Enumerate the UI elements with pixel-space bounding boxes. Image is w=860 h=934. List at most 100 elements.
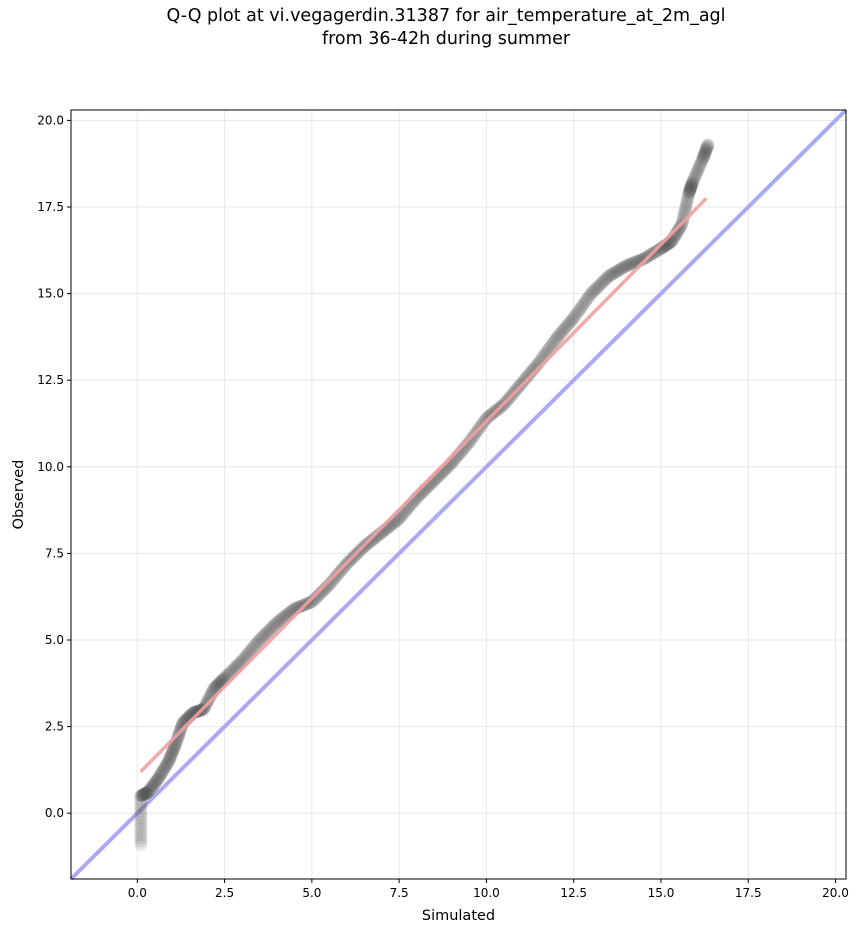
title-line-2: from 36-42h during summer (321, 29, 571, 49)
quantile-point (141, 785, 155, 799)
quantile-point (315, 585, 329, 599)
quantile-point (366, 533, 380, 547)
x-tick-label: 15.0 (648, 886, 675, 900)
quantile-point (134, 789, 148, 803)
quantile-point (613, 262, 627, 276)
quantile-point (684, 180, 698, 194)
quantile-point (688, 169, 702, 183)
quantile-point (157, 762, 171, 776)
quantile-point (612, 263, 626, 277)
quantile-point (690, 164, 704, 178)
quantile-point (247, 640, 261, 654)
quantile-point (561, 318, 575, 332)
quantile-point (650, 244, 664, 258)
quantile-point (654, 242, 667, 256)
quantile-point (164, 749, 178, 763)
quantile-point (583, 288, 597, 302)
quantile-point (567, 311, 581, 325)
quantile-point (554, 326, 568, 340)
quantile-point (265, 621, 279, 635)
quantile-point (257, 629, 271, 643)
quantile-point (166, 743, 180, 757)
quantile-point (136, 788, 150, 802)
quantile-point (135, 788, 149, 802)
quantile-point (146, 778, 160, 792)
quantile-point (625, 257, 639, 271)
quantile-point (171, 731, 185, 745)
y-axis-label: Observed (11, 460, 27, 530)
quantile-point (274, 612, 288, 626)
quantile-point (615, 261, 629, 275)
quantile-point (202, 692, 216, 706)
quantile-point (311, 589, 325, 603)
quantile-point (134, 837, 148, 851)
quantile-point (317, 583, 331, 597)
quantile-point (156, 764, 170, 778)
quantile-point (681, 190, 695, 204)
quantile-point (141, 785, 155, 799)
quantile-point (548, 333, 562, 347)
quantile-point (549, 331, 563, 345)
quantile-point (151, 772, 165, 786)
quantile-point (546, 336, 560, 350)
quantile-point (588, 283, 602, 297)
quantile-point (586, 284, 600, 298)
quantile-point (652, 243, 666, 257)
quantile-point (369, 530, 383, 544)
quantile-point (269, 617, 282, 631)
quantile-point (682, 185, 696, 199)
quantile-point (134, 792, 148, 806)
quantile-point (571, 304, 585, 318)
quantile-point (576, 298, 590, 312)
quantile-point (560, 319, 574, 333)
quantile-point (688, 171, 702, 185)
quantile-point (685, 178, 699, 192)
quantile-point (364, 534, 378, 548)
quantile-point (603, 269, 617, 283)
quantile-point (266, 619, 280, 633)
quantile-point (684, 179, 698, 193)
quantile-point (697, 149, 711, 163)
quantile-point (686, 175, 700, 189)
quantile-point (573, 303, 587, 317)
quantile-point (700, 140, 714, 154)
quantile-point (635, 253, 649, 267)
x-tick-label: 7.5 (390, 886, 409, 900)
quantile-point (249, 637, 263, 651)
quantile-point (701, 138, 715, 152)
quantile-point (687, 172, 701, 186)
quantile-point (517, 373, 531, 387)
quantile-point (621, 258, 635, 272)
quantile-point (700, 141, 714, 155)
quantile-point (134, 789, 148, 803)
quantile-point (368, 531, 382, 545)
quantile-point (255, 631, 269, 645)
quantile-point (258, 627, 272, 641)
quantile-point (606, 267, 620, 281)
quantile-point (672, 221, 686, 235)
quantile-point (318, 582, 332, 596)
quantile-point (304, 595, 318, 609)
quantile-point (134, 818, 148, 832)
quantile-point (698, 146, 712, 160)
quantile-point (367, 532, 381, 546)
quantile-point (250, 636, 264, 650)
quantile-point (134, 802, 148, 816)
quantile-point (241, 647, 255, 661)
quantile-point (521, 369, 535, 383)
quantile-point (134, 796, 148, 810)
quantile-point (562, 316, 576, 330)
quantile-point (555, 325, 569, 338)
quantile-point (245, 641, 259, 655)
quantile-point (312, 587, 326, 601)
quantile-point (150, 773, 164, 787)
quantile-point (248, 639, 262, 653)
quantile-point (599, 272, 613, 286)
quantile-point (626, 256, 640, 270)
quantile-point (308, 592, 322, 606)
quantile-point (699, 143, 713, 157)
quantile-point (259, 626, 273, 640)
quantile-point (138, 787, 152, 801)
quantile-point (463, 434, 477, 448)
title-line-1: Q-Q plot at vi.vegagerdin.31387 for air_… (166, 6, 726, 26)
